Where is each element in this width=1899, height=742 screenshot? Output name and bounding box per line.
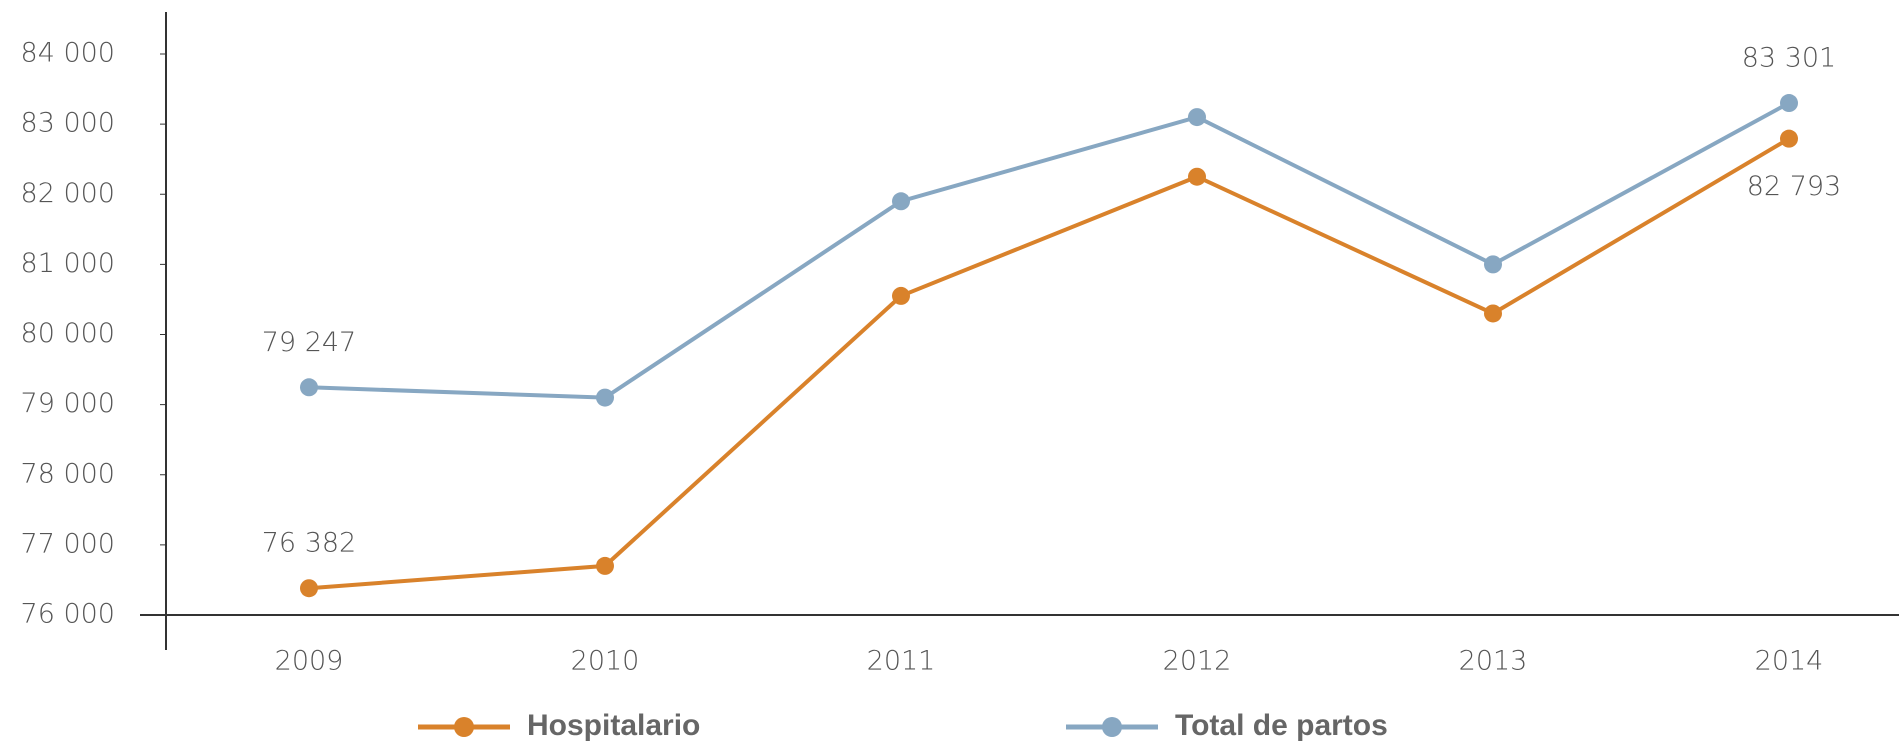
y-tick-label: 84 000 (21, 38, 115, 69)
point (1188, 108, 1206, 127)
series-line (308, 136, 1791, 591)
y-tick-label: 83 000 (21, 108, 115, 139)
point (1780, 94, 1798, 113)
legend-marker (1102, 717, 1122, 737)
y-tick-label: 79 000 (21, 388, 115, 419)
point (892, 192, 910, 211)
point (1484, 304, 1502, 323)
legend-marker (454, 717, 474, 737)
data-label: 82 793 (1747, 171, 1841, 202)
y-tick-label: 82 000 (21, 178, 115, 209)
point (1780, 129, 1798, 148)
data-label: 76 382 (262, 528, 356, 559)
legend-label: Total de partos (1175, 709, 1388, 742)
y-tick-label: 81 000 (21, 248, 115, 279)
point (596, 388, 614, 407)
point (1188, 167, 1206, 186)
point (1484, 255, 1502, 274)
data-label: 79 247 (262, 327, 356, 358)
point (300, 378, 318, 397)
data-label: 83 301 (1742, 43, 1836, 74)
x-tick-label: 2009 (275, 646, 344, 677)
x-tick-label: 2013 (1459, 646, 1528, 677)
y-tick-label: 76 000 (21, 599, 115, 630)
x-tick-label: 2010 (571, 646, 640, 677)
x-tick-label: 2011 (867, 646, 936, 677)
series-line (308, 101, 1790, 400)
y-tick-label: 78 000 (21, 458, 115, 489)
x-tick-label: 2012 (1163, 646, 1232, 677)
point (596, 556, 614, 575)
point (300, 579, 318, 598)
point (892, 286, 910, 305)
y-tick-label: 80 000 (21, 318, 115, 349)
x-tick-label: 2014 (1755, 646, 1824, 677)
legend-label: Hospitalario (527, 709, 700, 742)
y-tick-label: 77 000 (21, 528, 115, 559)
